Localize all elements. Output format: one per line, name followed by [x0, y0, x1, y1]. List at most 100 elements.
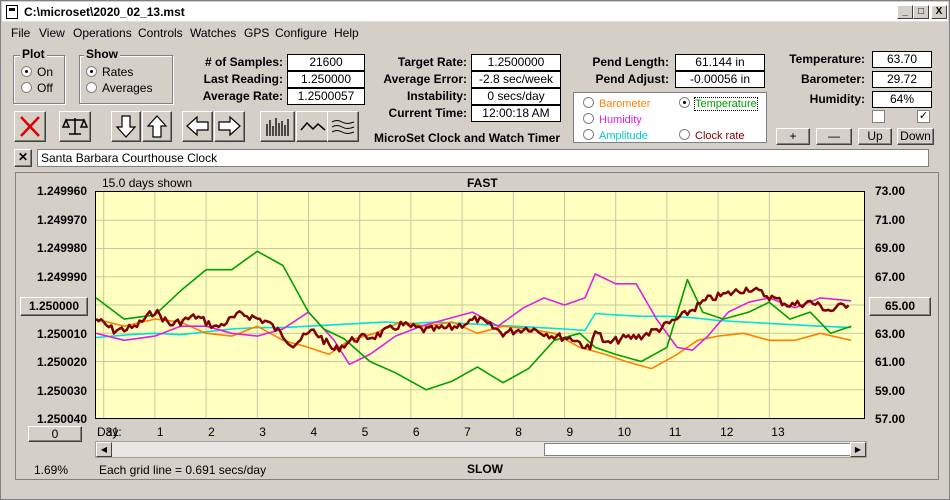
bar-graph-button[interactable] [260, 111, 295, 142]
plot-group [13, 55, 65, 104]
percent-label: 1.69% [34, 463, 69, 477]
app-caption: MicroSet Clock and Watch Timer [374, 131, 561, 145]
window-title: C:\microset\2020_02_13.mst [24, 5, 185, 19]
y-left-tick-label: 1.250020 [36, 355, 87, 369]
balance-button[interactable] [59, 111, 91, 142]
instability-value: 0 secs/day [471, 88, 561, 105]
y-right-tick-label: 71.00 [875, 212, 906, 227]
clock-name-field[interactable]: Santa Barbara Courthouse Clock [37, 149, 929, 167]
temperature-label: Temperature: [789, 52, 865, 66]
barometer-series-line [95, 318, 852, 370]
y-left-tick-label: 1.249990 [36, 269, 87, 284]
option-checkbox-1[interactable] [872, 110, 885, 123]
current-time-value: 12:00:18 AM [471, 105, 561, 122]
y-right-tick-label: 69.00 [875, 241, 906, 255]
y-left-tick-label: 1.250030 [36, 383, 87, 398]
scroll-thumb[interactable] [544, 443, 851, 456]
plot-group-title: Plot [20, 47, 47, 61]
humidity-series-line [95, 273, 852, 366]
menu-controls[interactable]: Controls [138, 26, 183, 40]
plot-off-radio[interactable]: Off [21, 81, 53, 95]
humidity-radio[interactable]: Humidity [583, 113, 642, 126]
target-rate-value: 1.2500000 [471, 54, 561, 71]
time-scrollbar[interactable]: ◀ ▶ [95, 441, 867, 458]
x-tick-label: 13 [771, 425, 785, 439]
menu-operations[interactable]: Operations [73, 26, 132, 40]
x-tick-label: 1 [156, 425, 164, 439]
scale-minus-button[interactable]: — [816, 128, 852, 145]
average-error-value: -2.8 sec/week [471, 71, 561, 88]
humidity-value: 64% [872, 91, 932, 108]
show-rates-radio[interactable]: Rates [86, 65, 133, 79]
plot-area[interactable] [95, 191, 865, 419]
x-tick-label: 8 [515, 425, 522, 439]
scroll-right-arrow[interactable]: ▶ [850, 442, 866, 457]
minimize-button[interactable]: _ [897, 5, 913, 19]
zero-button[interactable]: 0 [28, 426, 82, 442]
menu-configure[interactable]: Configure [275, 26, 328, 40]
option-checkbox-2[interactable]: ✓ [917, 110, 930, 123]
y-right-tick-label: 57.00 [875, 412, 906, 426]
average-rate-value: 1.2500057 [287, 88, 365, 105]
barometer-value: 29.72 [872, 71, 932, 88]
show-averages-radio[interactable]: Averages [86, 81, 152, 95]
menu-file[interactable]: File [11, 26, 31, 40]
down-arrow-button[interactable] [111, 111, 141, 142]
samples-value: 21600 [287, 54, 365, 71]
menu-watches[interactable]: Watches [190, 26, 237, 40]
average-error-label: Average Error: [383, 72, 467, 86]
temperature-radio[interactable]: Temperature [679, 97, 758, 111]
menu-view[interactable]: View [39, 26, 65, 40]
slow-label: SLOW [467, 462, 503, 476]
barometer-radio[interactable]: Barometer [583, 97, 650, 110]
multi-wave-icon [331, 120, 355, 134]
show-group [79, 55, 173, 104]
humidity-label: Humidity: [809, 92, 865, 106]
balance-scale-icon [61, 118, 89, 135]
rate-center-button[interactable]: 1.250000 [20, 297, 88, 316]
days-shown-label: 15.0 days shown [102, 176, 193, 190]
x-tick-label: 5 [361, 425, 369, 439]
y-left-tick-label: 1.249980 [36, 241, 87, 255]
temperature-value: 63.70 [872, 51, 932, 68]
bar-graph-icon [266, 118, 289, 136]
close-button[interactable]: X [931, 5, 947, 19]
maximize-button[interactable]: □ [913, 5, 929, 19]
y-left-tick-label: 1.250010 [36, 326, 87, 341]
left-arrow-button[interactable] [182, 111, 213, 142]
clock-rate-radio[interactable]: Clock rate [679, 129, 745, 142]
barometer-label: Barometer: [800, 72, 865, 86]
scale-up-button[interactable]: Up [858, 128, 892, 145]
plot-on-radio[interactable]: On [21, 65, 53, 79]
last-reading-label: Last Reading: [203, 72, 283, 86]
app-icon[interactable] [6, 5, 18, 19]
clear-name-button[interactable]: ✕ [14, 149, 32, 167]
menu-bar: File View Operations Controls Watches GP… [2, 23, 948, 43]
delete-button[interactable] [14, 111, 46, 142]
scale-plus-button[interactable]: + [776, 128, 810, 145]
temp-center-button[interactable]: 65.00 [869, 297, 931, 316]
wave-button[interactable] [296, 111, 330, 142]
rate-series-line [95, 286, 850, 353]
x-tick-label: 6 [412, 425, 420, 439]
arrow-down-icon [115, 115, 137, 138]
title-bar: C:\microset\2020_02_13.mst _ □ X [2, 2, 948, 22]
y-right-tick-label: 67.00 [875, 269, 906, 284]
multi-wave-button[interactable] [327, 111, 359, 142]
scale-down-button[interactable]: Down [897, 128, 934, 145]
amplitude-radio[interactable]: Amplitude [583, 129, 648, 142]
menu-gps[interactable]: GPS [244, 26, 270, 40]
up-arrow-button[interactable] [142, 111, 172, 142]
arrow-up-icon [146, 115, 168, 138]
delete-x-icon [20, 116, 40, 137]
right-arrow-button[interactable] [214, 111, 245, 142]
y-left-tick-label: 1.250040 [36, 412, 87, 426]
y-right-tick-label: 73.00 [875, 184, 906, 198]
arrow-right-icon [218, 115, 241, 137]
menu-help[interactable]: Help [334, 26, 359, 40]
scroll-left-arrow[interactable]: ◀ [96, 442, 112, 457]
fast-label: FAST [467, 176, 498, 190]
y-left-tick-label: 1.249960 [36, 184, 87, 198]
pend-length-label: Pend Length: [592, 55, 669, 69]
x-tick-label: 12 [720, 425, 734, 439]
